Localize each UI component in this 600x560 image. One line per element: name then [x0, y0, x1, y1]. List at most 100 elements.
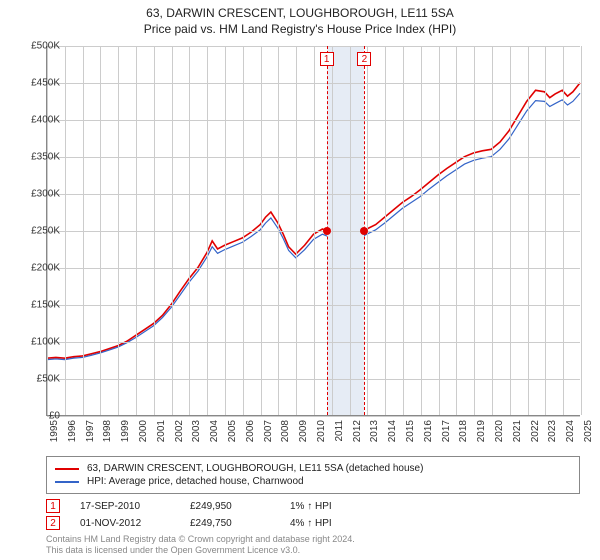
y-axis-label: £400K: [10, 115, 60, 126]
legend-swatch: [55, 481, 79, 483]
legend-label: 63, DARWIN CRESCENT, LOUGHBOROUGH, LE11 …: [87, 463, 423, 474]
sale-marker-dot: [323, 227, 331, 235]
sale-delta: 1% ↑ HPI: [290, 501, 370, 512]
x-axis-label: 2021: [512, 420, 523, 442]
x-axis-label: 2024: [565, 420, 576, 442]
x-axis-label: 2013: [369, 420, 380, 442]
footer-line: Contains HM Land Registry data © Crown c…: [46, 534, 580, 545]
chart-title-subtitle: Price paid vs. HM Land Registry's House …: [0, 22, 600, 36]
gridline-v: [510, 46, 511, 415]
gridline-v: [474, 46, 475, 415]
gridline-v: [314, 46, 315, 415]
gridline-v: [421, 46, 422, 415]
x-axis-label: 2012: [352, 420, 363, 442]
sale-marker-badge: 1: [320, 52, 334, 66]
chart-titles: 63, DARWIN CRESCENT, LOUGHBOROUGH, LE11 …: [0, 0, 600, 36]
legend-item: 63, DARWIN CRESCENT, LOUGHBOROUGH, LE11 …: [55, 463, 571, 474]
gridline-v: [528, 46, 529, 415]
x-axis-label: 2014: [387, 420, 398, 442]
gridline-v: [83, 46, 84, 415]
x-axis-label: 2015: [405, 420, 416, 442]
footer-line: This data is licensed under the Open Gov…: [46, 545, 580, 556]
y-axis-label: £450K: [10, 78, 60, 89]
sale-marker-num: 1: [46, 499, 60, 513]
x-axis-label: 2025: [583, 420, 594, 442]
gridline-v: [492, 46, 493, 415]
gridline-v: [545, 46, 546, 415]
x-axis-label: 2010: [316, 420, 327, 442]
sale-marker-num: 2: [46, 516, 60, 530]
sale-row: 1 17-SEP-2010 £249,950 1% ↑ HPI: [46, 499, 580, 513]
gridline-v: [296, 46, 297, 415]
gridline-v: [439, 46, 440, 415]
x-axis-label: 2011: [334, 420, 345, 442]
x-axis-label: 2023: [547, 420, 558, 442]
sale-date: 17-SEP-2010: [80, 501, 170, 512]
x-axis-label: 2006: [245, 420, 256, 442]
x-axis-label: 2022: [530, 420, 541, 442]
gridline-v: [207, 46, 208, 415]
gridline-v: [350, 46, 351, 415]
y-axis-label: £50K: [10, 374, 60, 385]
gridline-v: [456, 46, 457, 415]
sales-table: 1 17-SEP-2010 £249,950 1% ↑ HPI 2 01-NOV…: [46, 496, 580, 533]
x-axis-label: 2008: [280, 420, 291, 442]
x-axis-label: 1998: [102, 420, 113, 442]
gridline-v: [225, 46, 226, 415]
x-axis-label: 2017: [441, 420, 452, 442]
x-axis-label: 1995: [49, 420, 60, 442]
gridline-v: [136, 46, 137, 415]
x-axis-label: 1997: [85, 420, 96, 442]
gridline-v: [385, 46, 386, 415]
legend-item: HPI: Average price, detached house, Char…: [55, 476, 571, 487]
gridline-v: [278, 46, 279, 415]
x-axis-label: 2020: [494, 420, 505, 442]
legend-box: 63, DARWIN CRESCENT, LOUGHBOROUGH, LE11 …: [46, 456, 580, 494]
gridline-v: [172, 46, 173, 415]
y-axis-label: £100K: [10, 337, 60, 348]
sale-price: £249,950: [190, 501, 270, 512]
y-axis-label: £300K: [10, 189, 60, 200]
y-axis-label: £500K: [10, 41, 60, 52]
gridline-v: [563, 46, 564, 415]
x-axis-label: 2003: [191, 420, 202, 442]
y-axis-label: £350K: [10, 152, 60, 163]
gridline-v: [403, 46, 404, 415]
sale-price: £249,750: [190, 518, 270, 529]
sale-date: 01-NOV-2012: [80, 518, 170, 529]
gridline-v: [189, 46, 190, 415]
x-axis-label: 2001: [156, 420, 167, 442]
x-axis-label: 2009: [298, 420, 309, 442]
x-axis-label: 2016: [423, 420, 434, 442]
gridline-v: [581, 46, 582, 415]
y-axis-label: £250K: [10, 226, 60, 237]
x-axis-label: 2004: [209, 420, 220, 442]
sale-marker-badge: 2: [357, 52, 371, 66]
gridline-v: [154, 46, 155, 415]
chart-title-address: 63, DARWIN CRESCENT, LOUGHBOROUGH, LE11 …: [0, 6, 600, 20]
footer-attribution: Contains HM Land Registry data © Crown c…: [46, 534, 580, 556]
y-axis-label: £200K: [10, 263, 60, 274]
legend-swatch: [55, 468, 79, 470]
sale-marker-dot: [360, 227, 368, 235]
gridline-v: [65, 46, 66, 415]
gridline-v: [261, 46, 262, 415]
x-axis-label: 2018: [458, 420, 469, 442]
sale-row: 2 01-NOV-2012 £249,750 4% ↑ HPI: [46, 516, 580, 530]
y-axis-label: £150K: [10, 300, 60, 311]
x-axis-label: 2002: [174, 420, 185, 442]
gridline-v: [118, 46, 119, 415]
sale-delta: 4% ↑ HPI: [290, 518, 370, 529]
plot-area: 12: [46, 46, 580, 416]
x-axis-label: 2007: [263, 420, 274, 442]
x-axis-label: 1999: [120, 420, 131, 442]
x-axis-label: 2005: [227, 420, 238, 442]
gridline-v: [332, 46, 333, 415]
gridline-h: [47, 416, 580, 417]
x-axis-label: 1996: [67, 420, 78, 442]
chart-container: 63, DARWIN CRESCENT, LOUGHBOROUGH, LE11 …: [0, 0, 600, 560]
gridline-v: [100, 46, 101, 415]
legend-label: HPI: Average price, detached house, Char…: [87, 476, 304, 487]
gridline-v: [243, 46, 244, 415]
x-axis-label: 2000: [138, 420, 149, 442]
